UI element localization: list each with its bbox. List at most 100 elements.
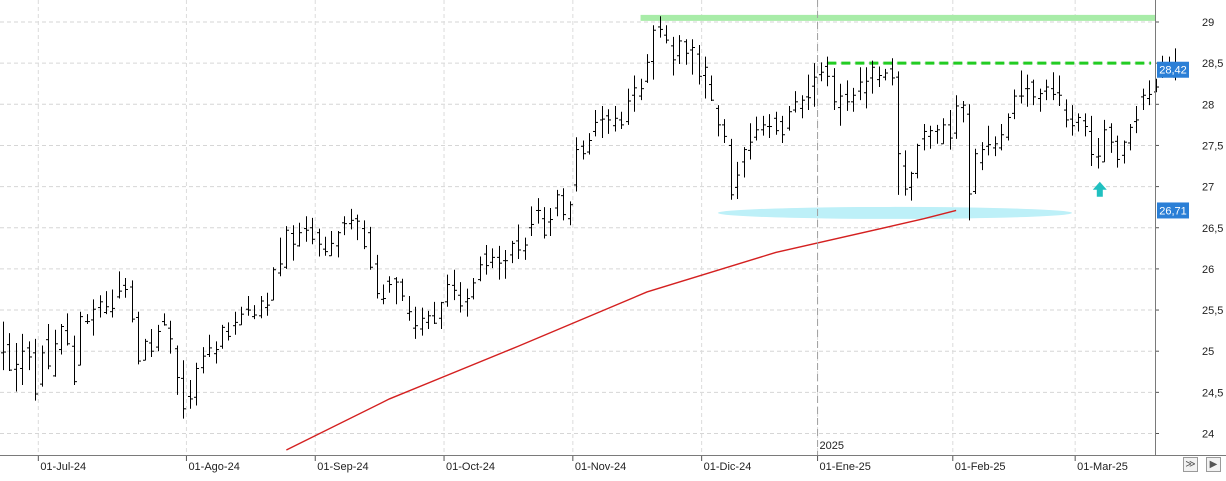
ohlc-bar xyxy=(851,87,856,112)
ohlc-bar xyxy=(967,104,972,221)
ohlc-bar xyxy=(645,54,650,83)
ohlc-bar xyxy=(1115,135,1120,168)
y-tick-label: 28 xyxy=(1202,99,1214,111)
ohlc-bar xyxy=(986,125,991,156)
ohlc-bar xyxy=(883,68,888,81)
ohlc-bar xyxy=(1019,70,1024,104)
last-price-tag-text: 28,42 xyxy=(1159,65,1187,77)
moving-average-line xyxy=(286,209,957,451)
ohlc-bar xyxy=(1044,79,1049,101)
ohlc-bar xyxy=(658,16,663,38)
ohlc-bar xyxy=(922,124,927,151)
ohlc-bar xyxy=(246,296,251,316)
ohlc-bar xyxy=(754,116,759,141)
ohlc-bar xyxy=(774,111,779,135)
ohlc-bar xyxy=(767,114,772,139)
ohlc-bar xyxy=(729,138,734,200)
ohlc-bar xyxy=(484,245,489,275)
ohlc-bar xyxy=(426,310,431,329)
moving-average-tag-text: 26,71 xyxy=(1159,205,1187,217)
ohlc-bar xyxy=(59,324,64,355)
ohlc-bar xyxy=(188,380,193,409)
resistance-top-band xyxy=(640,14,1155,21)
ohlc-bar xyxy=(394,277,399,305)
ohlc-bar xyxy=(548,207,553,236)
ohlc-bar xyxy=(909,171,914,201)
ohlc-bar xyxy=(864,67,869,109)
ohlc-bar xyxy=(961,101,966,123)
ohlc-bar xyxy=(349,208,354,230)
ohlc-bar xyxy=(948,110,953,150)
x-tick-label: 01-Ene-25 xyxy=(820,461,871,473)
ohlc-bar xyxy=(845,80,850,111)
ohlc-bar xyxy=(27,341,32,371)
double-chevron-down-icon: ≫ xyxy=(1185,459,1196,470)
ohlc-bar xyxy=(1025,74,1030,107)
ohlc-bar xyxy=(33,338,38,401)
ohlc-bar xyxy=(516,224,521,260)
ohlc-bar xyxy=(722,119,727,143)
ohlc-bar xyxy=(973,148,978,195)
y-tick-label: 24,5 xyxy=(1202,387,1223,399)
ohlc-bar xyxy=(999,124,1004,151)
ohlc-bar xyxy=(445,274,450,307)
ohlc-bar xyxy=(452,269,457,301)
last-price-tag-box xyxy=(1157,61,1189,78)
ohlc-bar xyxy=(368,226,373,270)
ohlc-bar xyxy=(278,237,283,277)
ohlc-bars xyxy=(1,16,1178,419)
ohlc-bar xyxy=(65,313,70,346)
ohlc-bar xyxy=(626,88,631,125)
ohlc-bar xyxy=(78,311,83,366)
ohlc-bar xyxy=(812,63,817,107)
ohlc-bar xyxy=(536,198,541,224)
ohlc-bar xyxy=(194,362,199,406)
year-label: 2025 xyxy=(820,440,844,452)
ohlc-bar xyxy=(407,296,412,321)
ohlc-bar xyxy=(613,105,618,132)
ohlc-bar xyxy=(317,228,322,257)
up-arrow-icon xyxy=(1092,181,1107,197)
ohlc-bar xyxy=(207,334,212,357)
x-tick-label: 01-Dic-24 xyxy=(704,461,752,473)
ohlc-bar xyxy=(297,222,302,247)
ohlc-bar xyxy=(53,329,58,377)
ohlc-bar xyxy=(420,307,425,336)
ohlc-bar xyxy=(742,147,747,178)
ohlc-bar xyxy=(1141,88,1146,111)
ohlc-bar xyxy=(304,216,309,242)
ohlc-bar xyxy=(510,240,515,264)
ohlc-bar xyxy=(838,83,843,126)
scroll-end-button[interactable]: ▶ xyxy=(1206,457,1221,472)
ohlc-bar xyxy=(432,301,437,325)
support-zone-ellipse xyxy=(717,206,1073,219)
ohlc-bar xyxy=(593,110,598,137)
x-tick-label: 01-Nov-24 xyxy=(575,461,626,473)
scroll-down-button[interactable]: ≫ xyxy=(1183,457,1198,472)
ohlc-bar xyxy=(1031,79,1036,106)
ohlc-bar xyxy=(587,133,592,155)
ohlc-bar xyxy=(497,245,502,280)
y-tick-label: 26,5 xyxy=(1202,223,1223,235)
ohlc-bar xyxy=(542,207,547,239)
moving-average-layer xyxy=(286,209,957,451)
ohlc-bar xyxy=(1096,138,1101,169)
ohlc-bar xyxy=(1122,140,1127,164)
ohlc-bar xyxy=(606,109,611,134)
ohlc-bar xyxy=(761,115,766,136)
ohlc-bar xyxy=(117,271,122,299)
ohlc-bar xyxy=(568,201,573,226)
ohlc-bar xyxy=(581,140,586,160)
ohlc-bar xyxy=(561,188,566,221)
ohlc-bar xyxy=(1089,115,1094,167)
ohlc-bar xyxy=(651,25,656,80)
gridlines xyxy=(0,0,1155,455)
year-separator: 2025 xyxy=(817,0,844,455)
ohlc-bar xyxy=(529,206,534,236)
ohlc-bar xyxy=(252,305,257,320)
ohlc-bar xyxy=(780,115,785,143)
ohlc-bar xyxy=(72,335,77,385)
ohlc-bar xyxy=(40,345,45,387)
ohlc-bar xyxy=(14,342,19,392)
